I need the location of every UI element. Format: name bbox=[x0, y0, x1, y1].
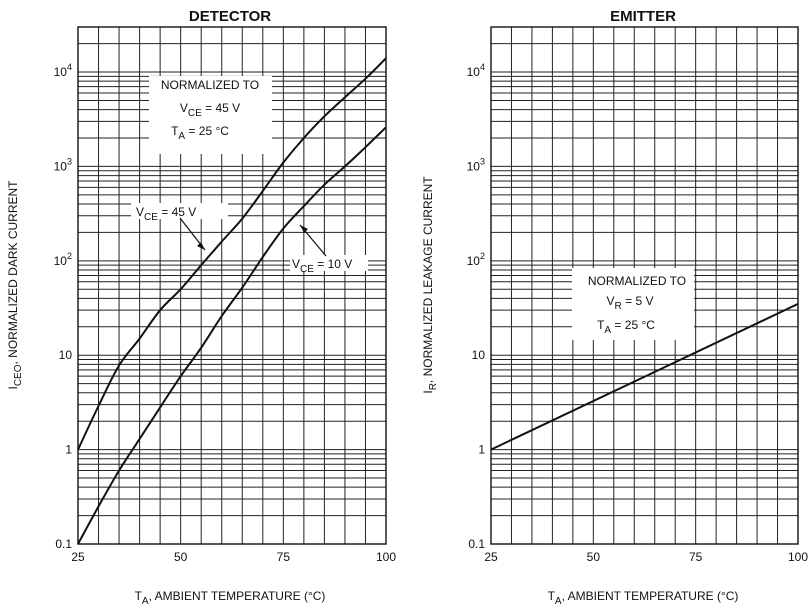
y-tick-labels: 0.1 1 10 102 103 104 bbox=[467, 62, 486, 551]
data-curves bbox=[77, 57, 387, 545]
y-tick-label: 1 bbox=[478, 443, 485, 457]
series-label-45v: VCE = 45 V bbox=[136, 205, 196, 223]
y-tick-label: 0.1 bbox=[55, 537, 72, 551]
series-curve-1 bbox=[490, 302, 799, 451]
series-label-45v-bg bbox=[131, 203, 228, 219]
x-tick-labels: 25 50 75 100 bbox=[484, 550, 808, 564]
y-tick-label: 104 bbox=[467, 62, 485, 79]
emitter-chart: EMITTER 0.1 1 10 102 103 104 25 50 75 100 NORMAL… bbox=[421, 8, 808, 607]
y-axis-label: ICEO, NORMALIZED DARK CURRENT bbox=[6, 180, 24, 390]
chart-title: EMITTER bbox=[610, 8, 676, 25]
normalization-note-line1: NORMALIZED TO bbox=[161, 78, 259, 92]
series-label-10v-bg bbox=[290, 255, 368, 271]
x-tick-label: 75 bbox=[277, 550, 291, 564]
normalization-note-line2: VCE = 45 V bbox=[180, 101, 240, 119]
horizontal-gridlines bbox=[491, 43, 798, 517]
y-tick-label: 104 bbox=[54, 62, 72, 79]
x-tick-labels: 25 50 75 100 bbox=[71, 550, 396, 564]
y-tick-label: 0.1 bbox=[468, 537, 485, 551]
data-curves bbox=[490, 302, 799, 451]
y-tick-label: 102 bbox=[467, 251, 485, 268]
y-tick-label: 103 bbox=[54, 156, 72, 173]
y-tick-label: 102 bbox=[54, 251, 72, 268]
series-label-10v: VCE = 10 V bbox=[292, 257, 352, 275]
y-axis-label: IR, NORMALIZED LEAKAGE CURRENT bbox=[421, 176, 439, 394]
detector-chart: DETECTOR 0.1 1 10 102 103 104 25 50 75 100 NORMA… bbox=[6, 8, 396, 607]
normalization-note-line2: VR = 5 V bbox=[607, 294, 654, 312]
series-curve-2 bbox=[77, 126, 387, 545]
plot-frame bbox=[77, 26, 387, 545]
horizontal-gridlines bbox=[78, 43, 386, 517]
y-tick-label: 103 bbox=[467, 156, 485, 173]
x-axis-label: TA, AMBIENT TEMPERATURE (°C) bbox=[135, 589, 326, 607]
leader-arrowhead-10v bbox=[300, 225, 308, 233]
x-tick-label: 25 bbox=[484, 550, 498, 564]
x-tick-label: 50 bbox=[587, 550, 601, 564]
chart-title: DETECTOR bbox=[189, 8, 271, 25]
x-tick-label: 100 bbox=[788, 550, 808, 564]
series-curve-1 bbox=[77, 57, 387, 451]
y-tick-labels: 0.1 1 10 102 103 104 bbox=[54, 62, 73, 551]
y-tick-label: 10 bbox=[472, 348, 486, 362]
x-tick-label: 100 bbox=[376, 550, 396, 564]
x-tick-label: 75 bbox=[689, 550, 703, 564]
y-tick-label: 10 bbox=[59, 348, 73, 362]
normalization-note-line3: TA = 25 °C bbox=[171, 124, 229, 142]
normalization-note-bg bbox=[572, 268, 694, 340]
plot-frame bbox=[490, 26, 799, 545]
x-tick-label: 50 bbox=[174, 550, 188, 564]
normalization-note-line3: TA = 25 °C bbox=[597, 318, 655, 336]
normalization-note-line1: NORMALIZED TO bbox=[588, 274, 686, 288]
normalization-note-bg bbox=[149, 76, 272, 154]
x-axis-label: TA, AMBIENT TEMPERATURE (°C) bbox=[548, 589, 739, 607]
x-tick-label: 25 bbox=[71, 550, 85, 564]
y-tick-label: 1 bbox=[65, 443, 72, 457]
leader-arrowhead-45v bbox=[197, 242, 205, 250]
